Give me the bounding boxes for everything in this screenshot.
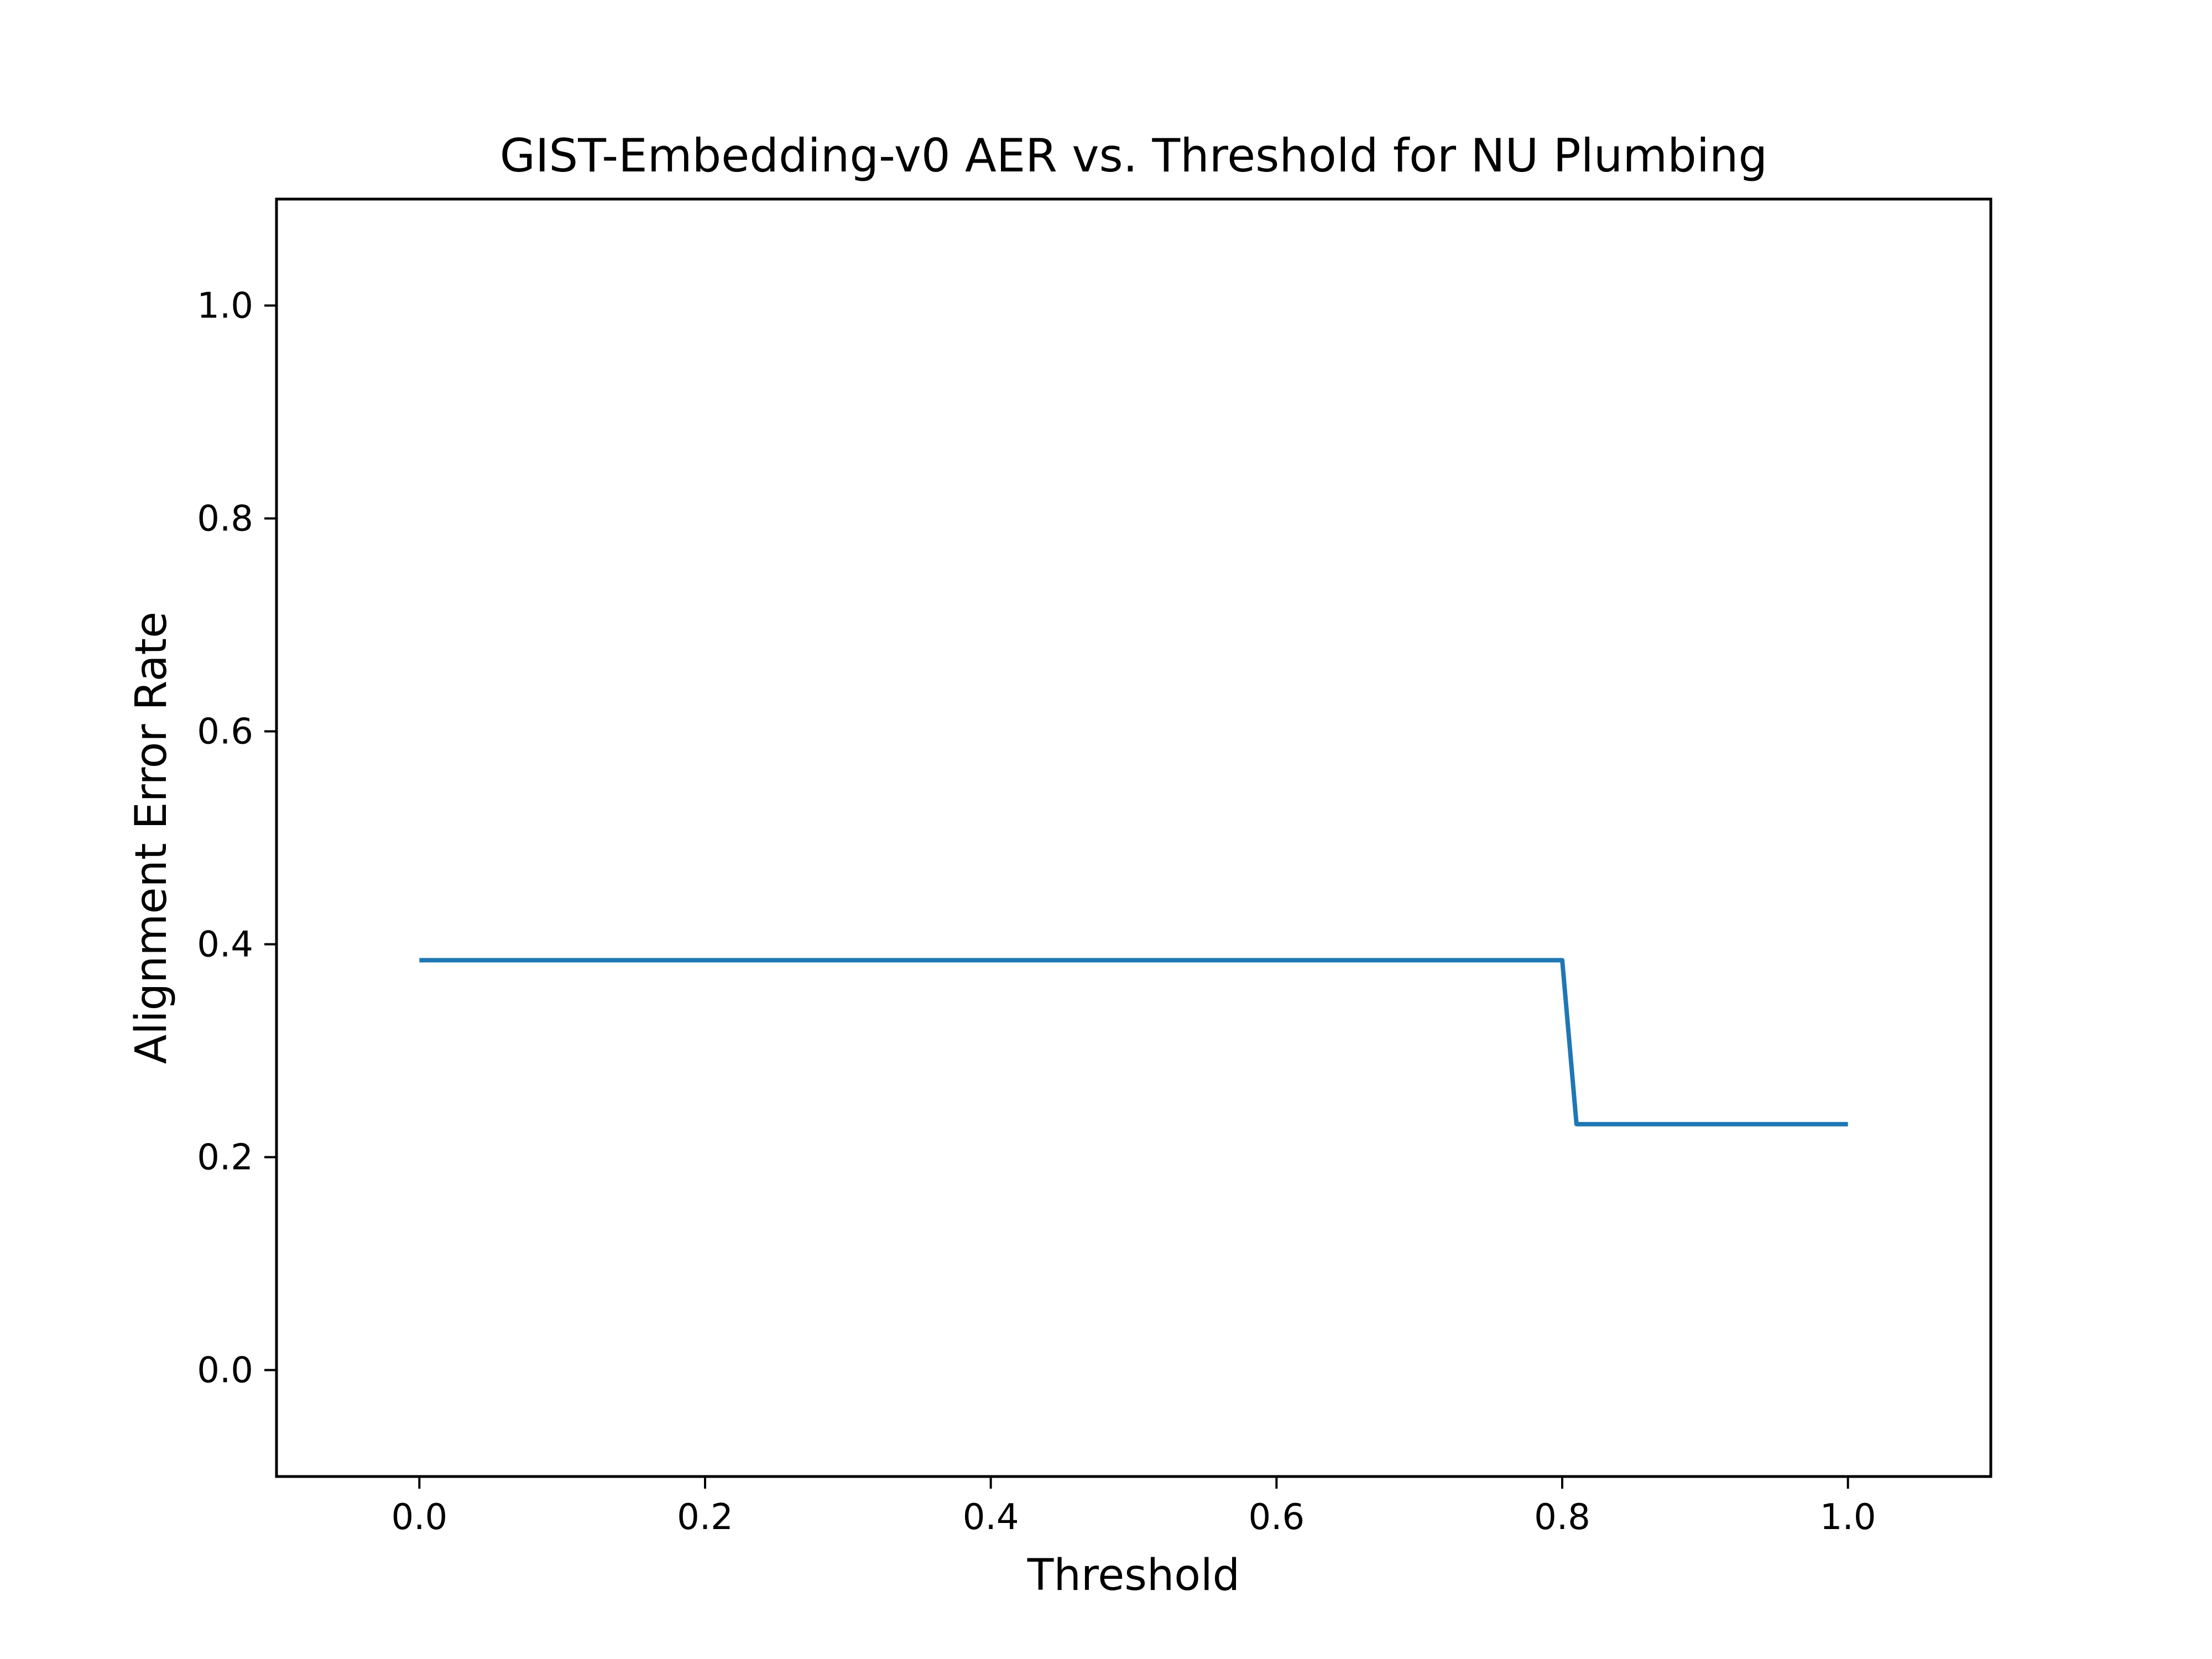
series-layer	[419, 958, 1848, 1126]
series-line-0	[419, 958, 1848, 1126]
y-tick-label: 0.8	[197, 499, 253, 540]
x-tick-label: 0.8	[1534, 1497, 1590, 1538]
y-axis: 0.0 0.2 0.4 0.6 0.8 1.0	[197, 286, 276, 1391]
y-tick-label: 0.4	[197, 925, 253, 966]
x-axis-label: Threshold	[1027, 1551, 1240, 1600]
y-axis-label: Alignment Error Rate	[127, 612, 176, 1064]
x-tick-label: 0.0	[391, 1497, 447, 1538]
chart-title: GIST-Embedding-v0 AER vs. Threshold for …	[500, 129, 1767, 182]
x-tick-label: 0.2	[677, 1497, 733, 1538]
x-axis: 0.0 0.2 0.4 0.6 0.8 1.0	[391, 1477, 1876, 1538]
y-tick-label: 0.2	[197, 1138, 253, 1178]
y-tick-label: 1.0	[197, 286, 253, 327]
plot-frame	[275, 197, 1992, 1478]
x-tick-label: 0.4	[963, 1497, 1019, 1538]
y-tick-label: 0.6	[197, 712, 253, 753]
y-tick-label: 0.0	[197, 1350, 253, 1391]
x-tick-label: 0.6	[1248, 1497, 1305, 1538]
x-tick-label: 1.0	[1820, 1497, 1876, 1538]
